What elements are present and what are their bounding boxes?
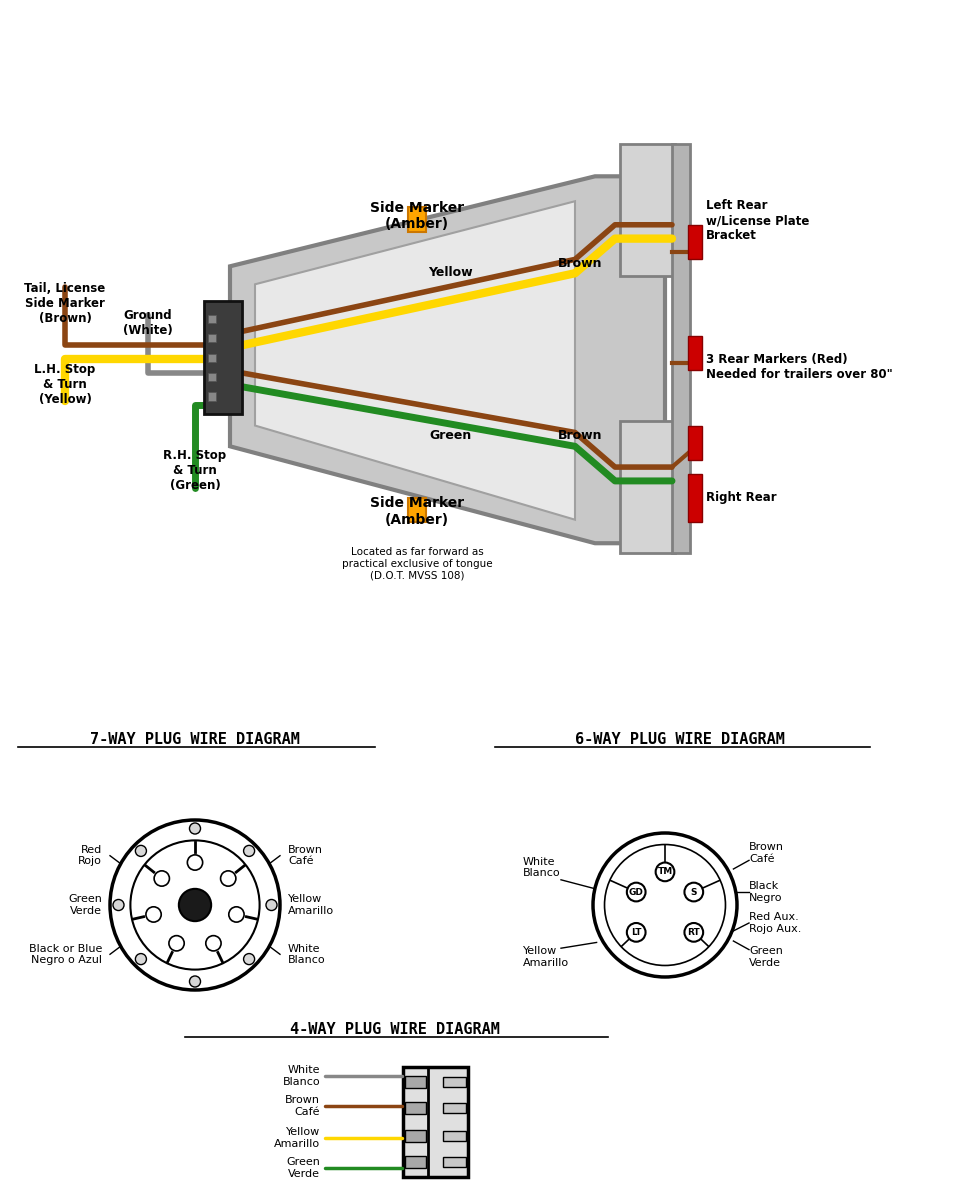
Bar [444,1132,466,1141]
Text: TM: TM [658,868,673,876]
Bar [688,336,702,370]
Bar [688,474,702,522]
Bar [208,392,216,401]
Bar [688,426,702,460]
Text: Green
Verde: Green Verde [749,946,782,967]
Text: 7-WAY PLUG WIRE DIAGRAM: 7-WAY PLUG WIRE DIAGRAM [90,732,300,746]
Circle shape [221,871,236,886]
Bar [672,144,690,553]
Circle shape [684,923,703,942]
Text: Located as far forward as
practical exclusive of tongue
(D.O.T. MVSS 108): Located as far forward as practical excl… [342,547,492,581]
Text: RT: RT [687,928,700,937]
Circle shape [110,820,280,990]
Text: 3 Rear Markers (Red)
Needed for trailers over 80": 3 Rear Markers (Red) Needed for trailers… [706,353,893,382]
Text: Green
Verde: Green Verde [68,894,102,916]
Text: Brown
Café: Brown Café [288,845,323,866]
Bar [208,334,216,342]
Text: R.H. Stop
& Turn
(Green): R.H. Stop & Turn (Green) [163,449,227,492]
Text: White
Blanco: White Blanco [523,857,561,878]
Bar [444,1157,466,1166]
Circle shape [179,889,211,922]
Bar [620,144,675,276]
Text: Ground
(White): Ground (White) [123,310,173,337]
Circle shape [146,907,161,922]
Text: Red
Rojo: Red Rojo [78,845,102,866]
Bar [405,1156,426,1168]
Bar [204,301,242,414]
Circle shape [189,823,201,834]
Text: Brown: Brown [558,257,602,270]
Circle shape [656,863,674,881]
Bar [444,1078,466,1087]
Bar [405,1130,426,1142]
Bar [408,498,426,522]
Circle shape [627,923,645,942]
Bar [403,1067,468,1177]
Text: 6-WAY PLUG WIRE DIAGRAM: 6-WAY PLUG WIRE DIAGRAM [575,732,785,746]
Circle shape [155,871,169,886]
Text: Yellow: Yellow [428,266,472,280]
Text: Red Aux.
Rojo Aux.: Red Aux. Rojo Aux. [749,912,802,934]
Text: S: S [690,888,697,896]
Polygon shape [255,202,575,520]
Circle shape [135,954,147,965]
Text: 4-WAY PLUG WIRE DIAGRAM: 4-WAY PLUG WIRE DIAGRAM [290,1022,500,1037]
Text: Brown
Café: Brown Café [285,1096,320,1117]
Text: Yellow
Amarillo: Yellow Amarillo [523,946,569,967]
Text: Yellow
Amarillo: Yellow Amarillo [288,894,334,916]
Circle shape [187,854,203,870]
Bar [208,373,216,382]
Text: White
Blanco: White Blanco [282,1066,320,1087]
Text: GD: GD [629,888,643,896]
Bar [405,1076,426,1088]
Bar [620,421,675,553]
Bar [208,314,216,323]
Circle shape [135,845,147,857]
Circle shape [228,907,244,922]
Circle shape [684,883,703,901]
Bar [688,224,702,259]
Circle shape [627,883,645,901]
Bar [444,1103,466,1112]
Text: Black
Negro: Black Negro [749,881,782,902]
Text: Right Rear: Right Rear [706,491,777,504]
Text: Side Marker
(Amber): Side Marker (Amber) [370,497,464,527]
Circle shape [205,936,221,950]
Bar [408,206,426,232]
Text: Green: Green [429,430,471,442]
Text: LT: LT [631,928,641,937]
Circle shape [266,900,277,911]
Text: Left Rear
w/License Plate
Bracket: Left Rear w/License Plate Bracket [706,199,809,242]
Polygon shape [230,176,665,544]
Text: Brown
Café: Brown Café [749,842,784,864]
Circle shape [593,833,737,977]
Text: Yellow
Amarillo: Yellow Amarillo [274,1127,320,1148]
Circle shape [244,845,254,857]
Text: Black or Blue
Negro o Azul: Black or Blue Negro o Azul [29,943,102,965]
Text: Brown: Brown [558,430,602,442]
Text: Side Marker
(Amber): Side Marker (Amber) [370,202,464,232]
Text: L.H. Stop
& Turn
(Yellow): L.H. Stop & Turn (Yellow) [35,364,96,406]
Bar [208,354,216,362]
Text: Green
Verde: Green Verde [286,1157,320,1178]
Circle shape [189,976,201,988]
Text: Tail, License
Side Marker
(Brown): Tail, License Side Marker (Brown) [24,282,106,324]
Circle shape [169,936,184,950]
Bar [405,1102,426,1114]
Circle shape [244,954,254,965]
Text: White
Blanco: White Blanco [288,943,325,965]
Circle shape [113,900,124,911]
